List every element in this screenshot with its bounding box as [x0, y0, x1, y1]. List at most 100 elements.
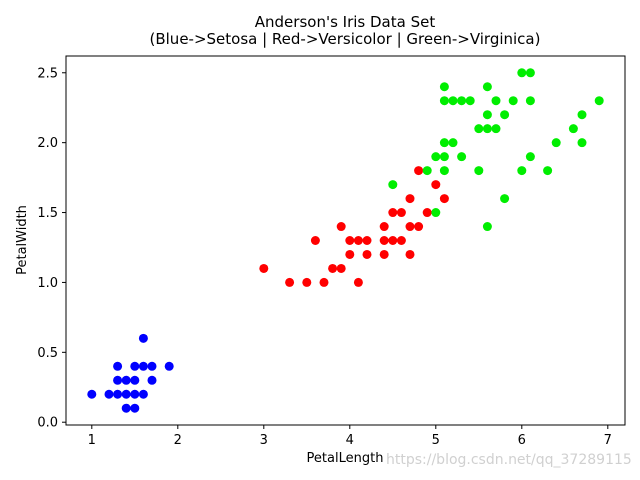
data-point-series1-5 [328, 263, 338, 273]
data-point-series0-15 [147, 375, 157, 385]
data-point-series1-24 [414, 222, 424, 232]
watermark: https://blog.csdn.net/qq_37289115 [386, 452, 632, 468]
data-point-series1-14 [379, 249, 389, 259]
data-point-series0-4 [113, 361, 123, 371]
data-point-series2-35 [594, 96, 604, 106]
data-point-series1-2 [302, 277, 312, 287]
y-tick-label: 1.0 [37, 276, 58, 291]
y-tick-label: 0.0 [37, 416, 58, 431]
data-point-series1-1 [285, 277, 295, 287]
y-axis-label: PetalWidth [15, 205, 30, 275]
chart-title: Anderson's Iris Data Set [255, 13, 436, 31]
data-point-series1-4 [319, 277, 329, 287]
data-point-series0-5 [121, 403, 131, 413]
data-point-series2-12 [457, 96, 467, 106]
data-point-series2-29 [525, 68, 535, 78]
data-point-series1-12 [362, 249, 372, 259]
data-point-series2-20 [491, 124, 501, 134]
data-point-series2-16 [482, 222, 492, 232]
data-point-series2-6 [439, 138, 449, 148]
data-point-series0-16 [147, 361, 157, 371]
data-point-series2-34 [577, 110, 587, 120]
data-point-series2-31 [551, 138, 561, 148]
x-axis-label: PetalLength [307, 451, 384, 466]
data-point-series1-23 [405, 194, 415, 204]
data-point-series2-17 [482, 124, 492, 134]
data-point-series2-24 [508, 96, 518, 106]
data-point-series0-3 [113, 375, 123, 385]
data-point-series1-3 [310, 236, 320, 245]
x-tick-label: 7 [604, 433, 612, 448]
data-point-series2-30 [543, 166, 553, 176]
data-point-series1-20 [396, 208, 406, 218]
data-point-series2-10 [448, 96, 458, 106]
data-point-series0-7 [121, 375, 131, 385]
data-point-series1-11 [353, 236, 363, 245]
data-point-series1-0 [259, 263, 269, 273]
data-point-series1-28 [439, 194, 449, 204]
data-point-series2-25 [517, 166, 527, 176]
data-point-series0-14 [138, 333, 148, 343]
y-tick-label: 1.5 [37, 206, 58, 221]
data-point-series0-10 [130, 375, 140, 385]
data-point-series2-14 [474, 166, 484, 176]
y-tick-label: 2.0 [37, 136, 58, 151]
plot-area: 1 2 3 4 5 6 7 0.0 0.5 1.0 1.5 2.0 2.5 [37, 55, 626, 448]
data-point-series2-19 [482, 82, 492, 92]
data-point-series0-12 [138, 389, 148, 399]
data-point-series2-2 [431, 208, 441, 218]
data-point-series0-17 [164, 361, 174, 371]
data-point-series1-21 [405, 249, 415, 259]
data-point-series1-26 [422, 208, 432, 218]
x-tick-label: 5 [432, 433, 440, 448]
data-point-series2-7 [439, 96, 449, 106]
x-tick-label: 6 [518, 433, 526, 448]
data-point-series2-4 [439, 166, 449, 176]
data-point-series1-13 [362, 236, 372, 245]
data-point-series2-15 [474, 124, 484, 134]
data-point-series0-2 [113, 389, 123, 399]
chart-subtitle: (Blue->Setosa | Red->Versicolor | Green-… [150, 30, 541, 48]
data-point-series1-6 [336, 263, 346, 273]
x-tick-label: 4 [346, 433, 354, 448]
data-point-series1-18 [388, 208, 398, 218]
data-point-series2-23 [500, 110, 510, 120]
data-point-series2-33 [577, 138, 587, 148]
data-point-series2-26 [517, 68, 527, 78]
data-point-series2-9 [448, 138, 458, 148]
data-point-series2-0 [388, 180, 398, 190]
y-tick-label: 2.5 [37, 66, 58, 81]
data-point-series1-10 [353, 277, 363, 287]
data-point-series1-27 [431, 180, 441, 190]
data-point-series2-21 [491, 96, 501, 106]
data-point-series1-9 [345, 236, 355, 245]
data-point-series1-17 [388, 236, 398, 245]
data-point-series2-27 [525, 152, 535, 162]
data-point-series2-5 [439, 152, 449, 162]
data-point-series2-8 [439, 82, 449, 92]
data-point-series1-22 [405, 222, 415, 232]
x-tick-label: 3 [260, 433, 268, 448]
plot-frame [65, 55, 626, 426]
data-point-series0-8 [130, 403, 140, 413]
data-point-series2-11 [457, 152, 467, 162]
x-tick-label: 1 [88, 433, 96, 448]
data-point-series0-13 [138, 361, 148, 371]
data-point-series2-32 [568, 124, 578, 134]
data-point-series1-25 [414, 166, 424, 176]
y-tick-label: 0.5 [37, 346, 58, 361]
data-point-series1-19 [396, 236, 406, 245]
data-point-series2-28 [525, 96, 535, 106]
data-point-series0-1 [104, 389, 114, 399]
data-point-series0-6 [121, 389, 131, 399]
data-point-series2-22 [500, 194, 510, 204]
data-point-series0-0 [87, 389, 97, 399]
data-point-series2-13 [465, 96, 475, 106]
data-point-series1-8 [345, 249, 355, 259]
data-point-series1-7 [336, 222, 346, 232]
data-point-series2-3 [431, 152, 441, 162]
x-tick-label: 2 [174, 433, 182, 448]
data-point-series2-18 [482, 110, 492, 120]
data-point-series1-15 [379, 236, 389, 245]
